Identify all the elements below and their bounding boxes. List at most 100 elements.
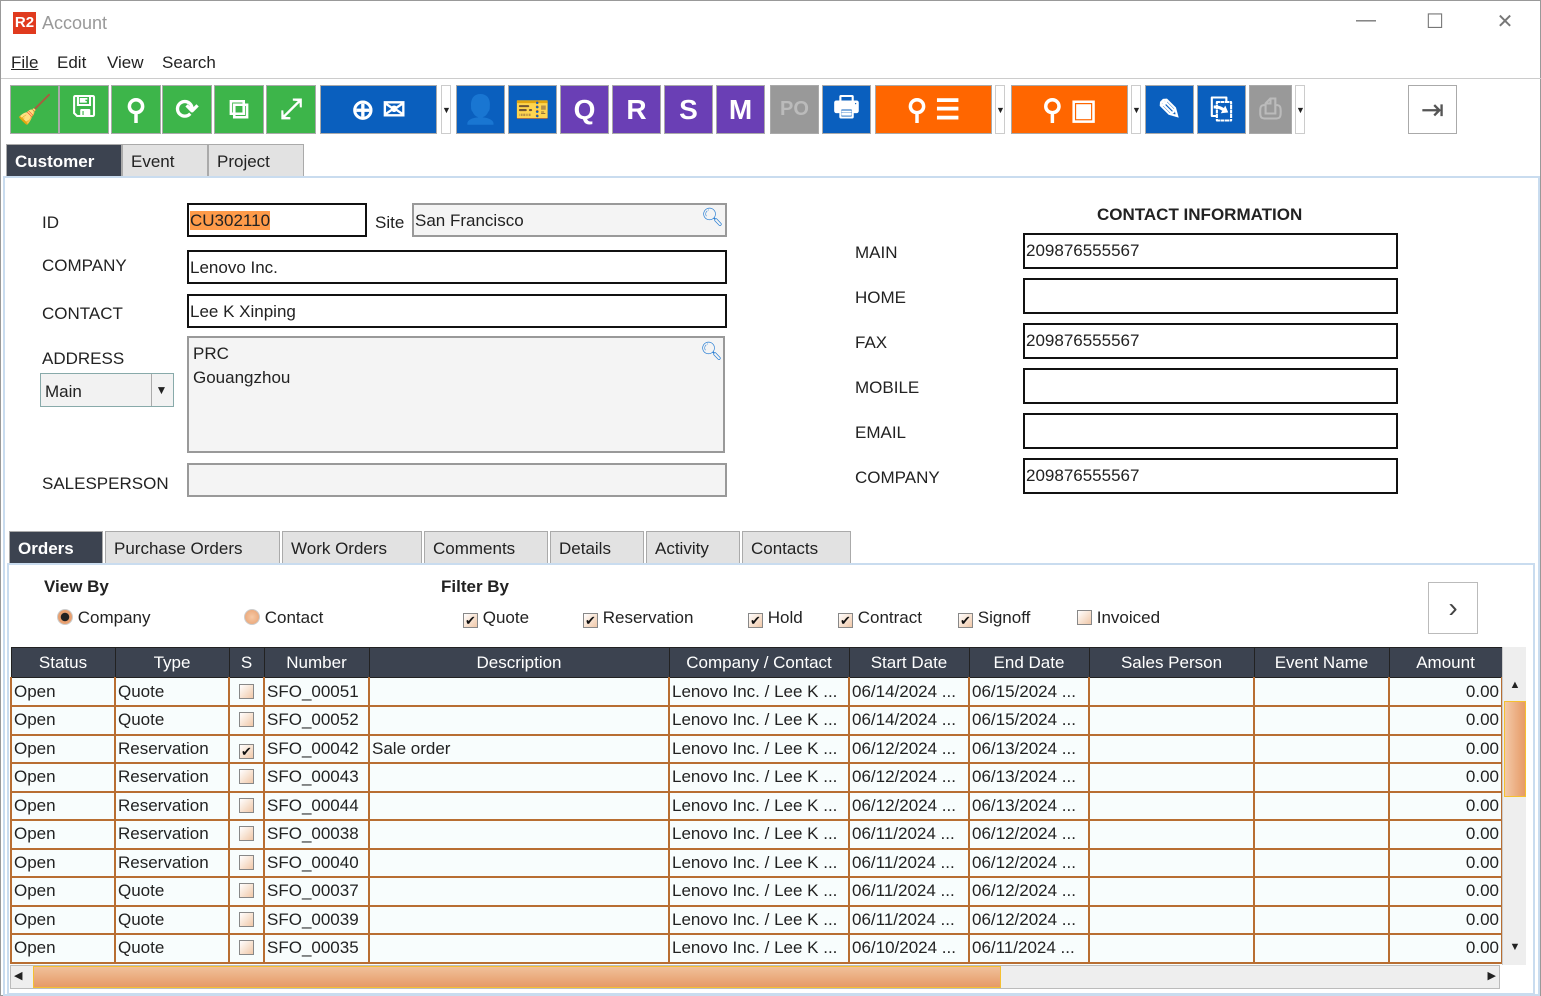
quote-doc-button[interactable]: Q: [560, 85, 609, 134]
vertical-scrollbar[interactable]: ▲ ▼: [1502, 647, 1526, 965]
vertical-scroll-thumb[interactable]: [1504, 701, 1526, 797]
search-layers-button[interactable]: ⚲ ☰: [875, 85, 992, 134]
signed-cell[interactable]: [228, 820, 265, 850]
search-button[interactable]: ⚲: [111, 85, 161, 134]
table-row[interactable]: Open Reservation SFO_00044 Lenovo Inc. / Le…: [10, 791, 1503, 821]
site-search-icon[interactable]: 🔍︎: [701, 207, 724, 227]
column-header[interactable]: Sales Person: [1088, 647, 1255, 678]
close-button[interactable]: ✕: [1496, 11, 1514, 33]
contact-button[interactable]: 👤: [456, 85, 505, 134]
signed-cell[interactable]: [228, 706, 265, 736]
scroll-right-icon[interactable]: ▶: [1487, 970, 1496, 982]
menu-file[interactable]: File: [11, 53, 39, 72]
signed-cell[interactable]: [228, 934, 265, 964]
table-row[interactable]: Open Quote SFO_00037 Lenovo Inc. / Lee K ..…: [10, 877, 1503, 907]
table-row[interactable]: Open Quote SFO_00052 Lenovo Inc. / Lee K ..…: [10, 706, 1503, 736]
scroll-left-icon[interactable]: ◀: [14, 970, 23, 982]
scroll-up-icon[interactable]: ▲: [1509, 679, 1521, 691]
menu-search[interactable]: Search: [162, 53, 216, 72]
contact-4-field[interactable]: [1023, 413, 1398, 449]
table-row[interactable]: Open Reservation ✔ SFO_00042 Sale order Lenov…: [10, 734, 1503, 764]
copy-doc-button[interactable]: ⎘: [1197, 85, 1246, 134]
signed-cell[interactable]: [228, 877, 265, 907]
column-header[interactable]: Description: [368, 647, 670, 678]
filter-signoff-checkbox[interactable]: ✔ Signoff: [958, 608, 1030, 628]
tab-event[interactable]: Event: [122, 144, 208, 176]
reservation-doc-button[interactable]: R: [612, 85, 661, 134]
layers-dropdown[interactable]: ▼: [995, 85, 1005, 134]
tab-comments[interactable]: Comments: [424, 531, 548, 563]
tab-work-orders[interactable]: Work Orders: [282, 531, 422, 563]
horizontal-scrollbar[interactable]: ◀ ▶: [10, 965, 1500, 989]
ticket-button[interactable]: 🎫: [508, 85, 557, 134]
edit-card-button[interactable]: ✎: [1145, 85, 1194, 134]
signed-cell[interactable]: [228, 848, 265, 878]
filter-hold-checkbox[interactable]: ✔ Hold: [748, 608, 803, 628]
menu-view[interactable]: View: [107, 53, 144, 72]
contact-2-field[interactable]: 209876555567: [1023, 323, 1398, 359]
salesperson-field[interactable]: [187, 463, 727, 497]
id-field[interactable]: CU302110: [187, 203, 367, 237]
tab-project[interactable]: Project: [208, 144, 304, 176]
horizontal-scroll-thumb[interactable]: [33, 966, 1001, 988]
filter-quote-checkbox[interactable]: ✔ Quote: [463, 608, 529, 628]
signed-cell[interactable]: [228, 677, 265, 707]
maximize-button[interactable]: ☐: [1426, 11, 1444, 33]
tab-contacts[interactable]: Contacts: [742, 531, 851, 563]
column-header[interactable]: S: [228, 647, 265, 678]
address-search-icon[interactable]: 🔍︎: [700, 341, 723, 361]
view-by-company-radio[interactable]: Company: [57, 608, 151, 628]
hierarchy-button[interactable]: ⧉: [214, 85, 264, 134]
site-field[interactable]: San Francisco: [412, 203, 727, 237]
print-button[interactable]: ⎙: [1249, 85, 1292, 134]
filter-contract-checkbox[interactable]: ✔ Contract: [838, 608, 922, 628]
contact-3-field[interactable]: [1023, 368, 1398, 404]
table-row[interactable]: Open Quote SFO_00035 Lenovo Inc. / Lee K ..…: [10, 934, 1503, 964]
scroll-down-icon[interactable]: ▼: [1509, 941, 1521, 953]
column-header[interactable]: Company / Contact: [668, 647, 850, 678]
address-type-select[interactable]: Main ▼: [40, 373, 174, 407]
search-box-button[interactable]: ⚲ ▣: [1011, 85, 1128, 134]
expand-button[interactable]: ⤢: [266, 85, 316, 134]
tab-details[interactable]: Details: [550, 531, 644, 563]
signed-cell[interactable]: [228, 791, 265, 821]
signed-cell[interactable]: [228, 763, 265, 793]
tab-customer[interactable]: Customer: [6, 144, 122, 176]
column-header[interactable]: Start Date: [848, 647, 970, 678]
menu-edit[interactable]: Edit: [57, 53, 87, 72]
contact-1-field[interactable]: [1023, 278, 1398, 314]
signed-cell[interactable]: [228, 905, 265, 935]
table-row[interactable]: Open Reservation SFO_00038 Lenovo Inc. / Le…: [10, 820, 1503, 850]
clear-button[interactable]: 🧹: [10, 85, 59, 134]
s-doc-button[interactable]: S: [664, 85, 713, 134]
box-dropdown[interactable]: ▼: [1131, 85, 1141, 134]
company-field[interactable]: Lenovo Inc.: [187, 250, 727, 284]
refresh-button[interactable]: ⟳: [162, 85, 212, 134]
column-header[interactable]: Amount: [1388, 647, 1503, 678]
email-dropdown[interactable]: ▼: [441, 85, 451, 134]
filter-reservation-checkbox[interactable]: ✔ Reservation: [583, 608, 693, 628]
contact-5-field[interactable]: 209876555567: [1023, 458, 1398, 494]
print-dropdown[interactable]: ▼: [1295, 85, 1305, 134]
signed-cell[interactable]: ✔: [228, 734, 265, 764]
address-field[interactable]: PRC Gouangzhou: [187, 336, 725, 453]
column-header[interactable]: End Date: [968, 647, 1090, 678]
m-doc-button[interactable]: M: [716, 85, 765, 134]
next-button[interactable]: ›: [1428, 582, 1478, 634]
minimize-button[interactable]: —: [1356, 9, 1376, 31]
column-header[interactable]: Status: [10, 647, 116, 678]
table-row[interactable]: Open Quote SFO_00051 Lenovo Inc. / Lee K ..…: [10, 677, 1503, 707]
table-row[interactable]: Open Reservation SFO_00043 Lenovo Inc. / Le…: [10, 763, 1503, 793]
view-by-contact-radio[interactable]: Contact: [244, 608, 323, 628]
register-button[interactable]: 🖶: [822, 85, 871, 134]
tab-orders[interactable]: Orders: [9, 531, 103, 563]
exit-button[interactable]: ⇥: [1408, 85, 1457, 134]
contact-field[interactable]: Lee K Xinping: [187, 294, 727, 328]
filter-invoiced-checkbox[interactable]: Invoiced: [1077, 608, 1160, 628]
po-doc-button[interactable]: PO: [770, 85, 819, 134]
save-button[interactable]: 🖫: [59, 85, 109, 134]
table-row[interactable]: Open Reservation SFO_00040 Lenovo Inc. / Le…: [10, 848, 1503, 878]
column-header[interactable]: Event Name: [1253, 647, 1390, 678]
contact-0-field[interactable]: 209876555567: [1023, 233, 1398, 269]
table-row[interactable]: Open Quote SFO_00039 Lenovo Inc. / Lee K ..…: [10, 905, 1503, 935]
